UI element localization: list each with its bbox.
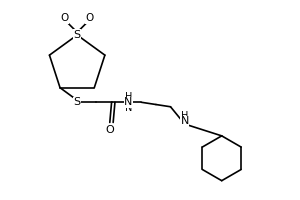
Text: O: O [61, 13, 69, 23]
Text: O: O [106, 125, 115, 135]
Text: N: N [124, 97, 133, 107]
Text: S: S [73, 97, 80, 107]
Text: S: S [74, 30, 81, 40]
Text: N: N [181, 116, 189, 126]
Text: H: H [125, 92, 132, 102]
Text: H: H [181, 111, 188, 121]
Text: O: O [85, 13, 94, 23]
Text: H
N: H N [125, 91, 132, 113]
